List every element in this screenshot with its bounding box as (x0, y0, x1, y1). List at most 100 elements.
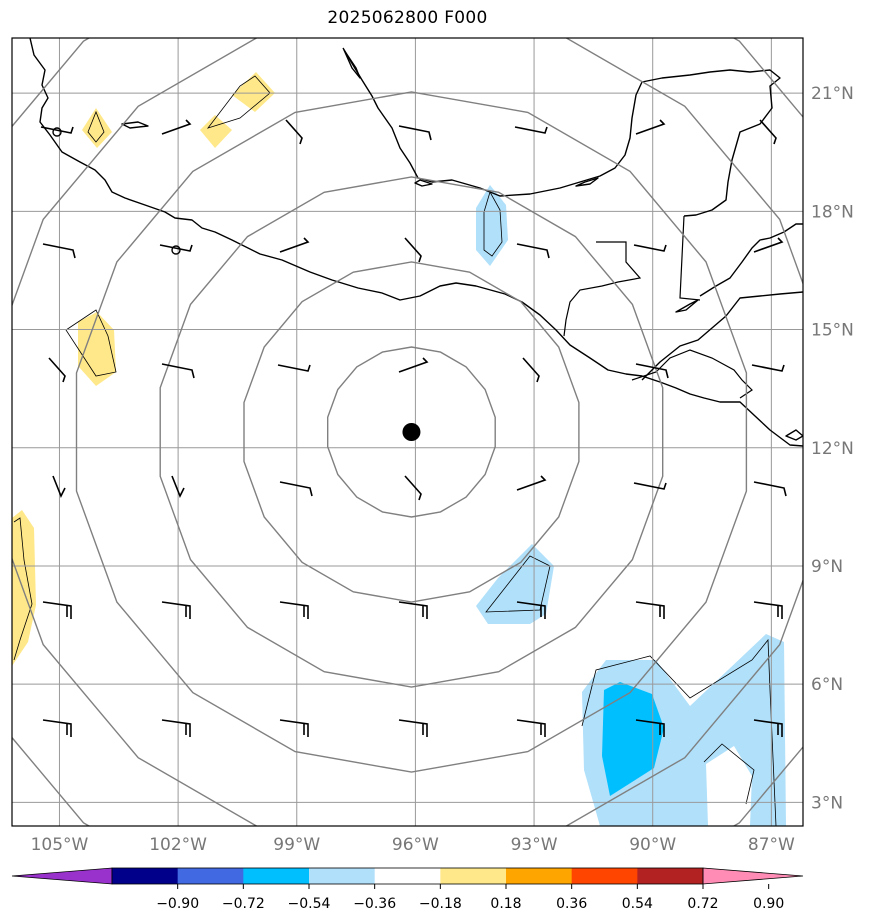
wind-barb-icon (279, 601, 309, 619)
colorbar-segment (571, 868, 638, 884)
island-coastline (52, 127, 62, 137)
island-coastline (171, 245, 181, 255)
contour-line (703, 743, 755, 805)
island-coastline (785, 429, 803, 441)
map-frame (11, 37, 804, 827)
wind-barb-icon (52, 475, 66, 498)
lat-tick-label: 6°N (811, 675, 843, 695)
wind-barb-icon (633, 244, 667, 252)
lat-tick-label: 21°N (811, 84, 854, 104)
border-line (563, 241, 642, 337)
wind-barb-icon (42, 601, 72, 619)
wind-barb-icon (171, 475, 185, 498)
wind-barb-icon (751, 364, 785, 372)
colorbar-segment (177, 868, 244, 884)
plot-title: 2025062800 F000 (327, 8, 488, 28)
colorbar-tick-label: 0.36 (556, 896, 587, 912)
colorbar-frame (111, 867, 704, 885)
wind-barb-icon (398, 719, 428, 737)
coastlines (29, 38, 803, 447)
wind-barb-icon (753, 719, 783, 737)
positive-anomaly-area (82, 108, 112, 148)
border-line (631, 349, 753, 399)
lon-tick-label: 99°W (273, 835, 320, 855)
wind-barb-icon (516, 475, 547, 491)
contour-line (65, 309, 117, 377)
central-america-coastline (641, 291, 803, 381)
colorbar-tick-label: −0.36 (353, 896, 396, 912)
contour-line (87, 110, 105, 143)
colorbar (11, 867, 804, 885)
wind-barb-icon (633, 482, 667, 490)
wind-barb-icon (161, 363, 195, 379)
colorbar-ticks: −0.90 −0.72 −0.54 −0.36 −0.18 0.18 0.36 0.54 0.7… (156, 884, 784, 912)
contour-line (13, 517, 33, 661)
lon-tick-label: 93°W (511, 835, 558, 855)
colorbar-tick-label: 0.90 (753, 896, 784, 912)
wind-barb-icon (42, 243, 76, 259)
wind-barb-icon (516, 243, 550, 259)
latitude-labels: 21°N 18°N 15°N 12°N 9°N 6°N 3°N (811, 84, 854, 813)
wind-barb-icon (635, 601, 665, 619)
center-marker-icon (402, 423, 421, 441)
wind-barb-icon (398, 125, 432, 141)
colorbar-tick-label: −0.54 (288, 896, 331, 912)
lat-tick-label: 18°N (811, 202, 854, 222)
colorbar-tick-label: −0.90 (156, 896, 199, 912)
wind-barb-icon (42, 719, 72, 737)
colorbar-tick-label: 0.54 (622, 896, 653, 912)
wind-barb-icon (40, 126, 74, 134)
positive-anomaly-area (232, 72, 275, 112)
distance-ring (75, 91, 748, 773)
colorbar-segment (112, 868, 179, 884)
wind-barb-icon (285, 119, 303, 145)
colorbar-segment (309, 868, 376, 884)
wind-barb-icon (279, 237, 310, 253)
island-coastline (121, 121, 149, 129)
wind-barb-icon (522, 357, 540, 383)
wind-barb-icon (279, 719, 309, 737)
island-coastline (414, 179, 433, 187)
wind-barb-icon (279, 481, 313, 497)
wind-barb-icon (635, 119, 666, 135)
lon-tick-label: 105°W (31, 835, 89, 855)
wind-barb-icon (398, 357, 429, 373)
wind-barb-icon (398, 601, 428, 619)
wind-barb-icon (635, 719, 665, 737)
colorbar-tick-label: −0.72 (222, 896, 265, 912)
border-line (679, 215, 701, 301)
lat-tick-label: 3°N (811, 793, 843, 813)
colorbar-segment (440, 868, 507, 884)
distance-ring (243, 261, 580, 603)
wind-barb-icon (159, 244, 193, 252)
contour-line (581, 638, 777, 826)
wind-barb-icon (753, 601, 783, 619)
wind-barb-icon (753, 237, 784, 253)
longitude-labels: 105°W 102°W 99°W 96°W 93°W 90°W 87°W (31, 835, 795, 855)
strong-negative-anomaly-area (602, 682, 664, 796)
distance-ring (159, 176, 664, 688)
wind-barb-icon (516, 601, 546, 619)
distance-ring (12, 38, 803, 826)
lon-tick-label: 87°W (748, 835, 795, 855)
positive-anomaly-area (12, 510, 36, 666)
lat-tick-label: 12°N (811, 439, 854, 459)
colorbar-segment (374, 868, 441, 884)
baja-coastline (342, 47, 781, 217)
wind-barb-icon (516, 719, 546, 737)
lon-tick-label: 90°W (629, 835, 676, 855)
negative-anomaly-area (476, 185, 508, 266)
colorbar-extend-low (11, 867, 113, 885)
wind-barb-icon (48, 357, 66, 383)
lon-tick-label: 102°W (149, 835, 207, 855)
yucatan-coastline (699, 223, 803, 297)
wind-barb-icon (161, 719, 191, 737)
positive-anomaly-area (200, 115, 232, 148)
wind-barb-icon (161, 601, 191, 619)
wind-barb-icon (514, 126, 548, 134)
gulf-island-coastline (343, 49, 361, 79)
colorbar-segment (506, 868, 573, 884)
